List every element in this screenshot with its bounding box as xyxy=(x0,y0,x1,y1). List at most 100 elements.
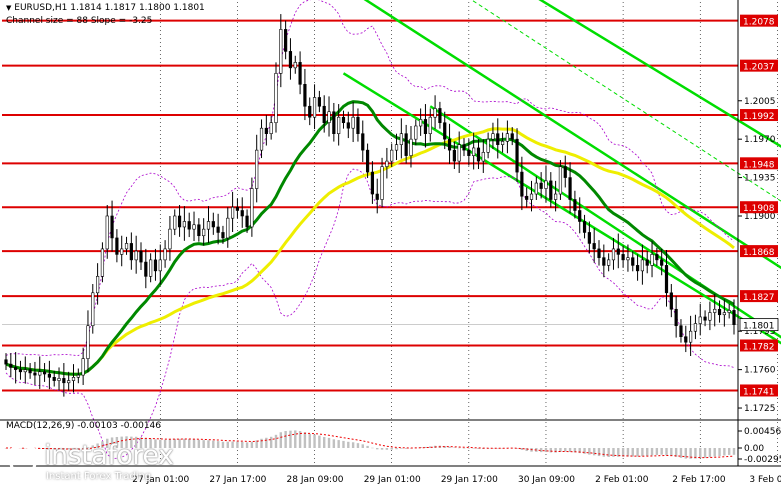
candle-body xyxy=(279,29,283,74)
candle-body xyxy=(409,138,413,156)
candle-body xyxy=(298,62,302,85)
candle-body xyxy=(76,374,80,378)
candle-body xyxy=(144,261,148,277)
last-price-box xyxy=(739,318,779,332)
candle-body xyxy=(158,259,162,272)
macd-bar xyxy=(385,448,389,450)
macd-bar xyxy=(520,448,524,450)
candle-body xyxy=(332,111,336,134)
candle-body xyxy=(693,323,698,332)
candle-body xyxy=(491,133,495,140)
candle-body xyxy=(361,133,365,151)
candle-body xyxy=(689,330,693,343)
macd-bar xyxy=(670,448,673,456)
candle-body xyxy=(414,125,418,140)
candle-body xyxy=(631,257,635,266)
candle-body xyxy=(394,144,399,151)
candle-body xyxy=(525,195,529,200)
level-label: 1.1868 xyxy=(743,248,775,258)
y-tick-label: 1.1760 xyxy=(744,366,776,376)
macd-bar xyxy=(665,448,668,456)
candle-body xyxy=(462,144,466,151)
candle-body xyxy=(211,221,215,228)
macd-bar xyxy=(708,448,712,458)
candle-body xyxy=(303,84,307,107)
macd-bar xyxy=(361,444,364,449)
macd-bar xyxy=(342,440,345,449)
candle-body xyxy=(129,243,133,261)
macd-bar xyxy=(636,448,639,457)
macd-bar xyxy=(173,438,176,449)
candle-body xyxy=(230,206,235,219)
macd-bar xyxy=(260,438,263,449)
level-label-box xyxy=(740,157,778,170)
level-label: 1.1948 xyxy=(743,160,775,170)
macd-bar xyxy=(573,448,577,453)
candle-body xyxy=(640,259,644,272)
candle-body xyxy=(322,105,326,124)
macd-bar xyxy=(332,439,336,449)
macd-bar xyxy=(72,448,75,450)
macd-bar xyxy=(713,448,716,457)
candle-body xyxy=(33,372,37,376)
channel-info: Channel size = 88 Slope = -3.25 xyxy=(6,16,153,26)
candle-body xyxy=(192,224,196,230)
x-tick-label: 2 Feb 01:00 xyxy=(595,475,649,485)
candle-body xyxy=(582,221,587,233)
candle-body xyxy=(153,259,158,272)
macd-bar xyxy=(120,436,123,449)
macd-bar xyxy=(564,448,567,452)
candle-body xyxy=(708,312,712,321)
macd-bar xyxy=(583,448,586,454)
candle-body xyxy=(182,221,186,228)
candle-body xyxy=(202,228,206,237)
macd-bar xyxy=(607,448,610,458)
x-tick-label: 29 Jan 17:00 xyxy=(441,475,498,485)
macd-bar xyxy=(212,440,215,449)
macd-bar xyxy=(477,448,480,449)
macd-tick-label: -0.00295 xyxy=(744,455,781,465)
macd-bar xyxy=(134,436,138,449)
macd-bar xyxy=(313,434,316,449)
candle-body xyxy=(419,119,423,127)
candle-body xyxy=(346,122,350,129)
macd-bar xyxy=(274,434,278,449)
macd-bar xyxy=(515,448,519,449)
candle-body xyxy=(611,248,616,261)
candle-body xyxy=(558,166,563,195)
macd-bar xyxy=(621,448,625,457)
macd-bar xyxy=(501,448,504,449)
macd-bar xyxy=(308,433,311,449)
candle-body xyxy=(23,369,27,373)
level-label: 1.1741 xyxy=(743,387,775,397)
macd-bar xyxy=(554,448,557,453)
macd-bar xyxy=(356,443,360,449)
channel-line xyxy=(363,0,781,270)
candle-body xyxy=(235,206,240,211)
candle-body xyxy=(669,292,673,310)
candle-body xyxy=(380,166,384,200)
candle-body xyxy=(602,257,606,266)
candle-body xyxy=(520,171,524,197)
candle-body xyxy=(510,133,514,140)
candle-body xyxy=(163,248,167,261)
x-tick-label: 2 Feb 17:00 xyxy=(672,475,726,485)
macd-bar xyxy=(188,439,191,449)
candle-body xyxy=(312,97,317,118)
candle-body xyxy=(91,292,95,327)
candle-body xyxy=(269,122,273,134)
candle-body xyxy=(120,248,124,255)
macd-bar xyxy=(732,448,736,455)
candle-body xyxy=(67,380,71,384)
macd-bar xyxy=(544,448,548,453)
candle-body xyxy=(452,149,456,162)
macd-bar xyxy=(448,446,451,449)
y-tick-label: 1.1970 xyxy=(744,135,776,145)
symbol-info: EURUSD,H1 1.1814 1.1817 1.1800 1.1801 xyxy=(14,3,205,13)
dropdown-triangle-icon[interactable]: ▼ xyxy=(6,4,12,12)
candle-body xyxy=(308,105,312,118)
macd-bar xyxy=(322,436,326,449)
candle-body xyxy=(139,250,143,263)
macd-bar xyxy=(245,442,249,449)
candle-body xyxy=(722,312,726,316)
